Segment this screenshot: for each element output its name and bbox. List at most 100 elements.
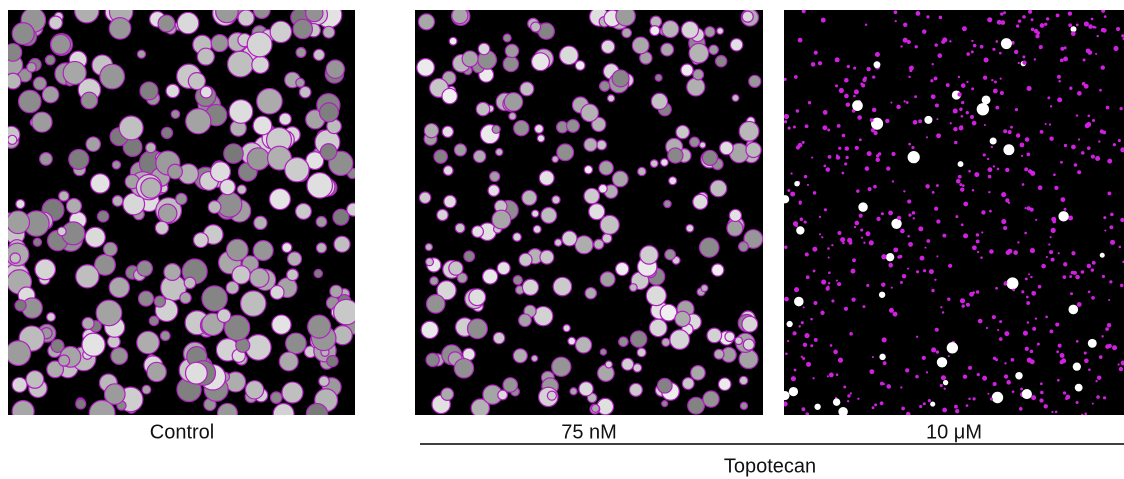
cell [995,286,998,290]
cell [1026,321,1030,324]
cell [253,215,268,231]
cell [532,224,542,234]
cell [448,260,464,276]
cell [790,376,796,382]
cell [1063,207,1067,211]
cell [588,203,606,221]
cell [992,165,996,168]
cell [925,184,930,189]
cell [860,228,864,232]
cell [1021,290,1025,294]
cell [998,337,1003,341]
cell [80,91,99,110]
cell [784,296,789,302]
cell [876,216,881,222]
cell [867,187,872,192]
cell [872,75,876,79]
cell [959,107,963,111]
cell [1014,108,1019,112]
cell [849,392,852,395]
cell [201,285,228,312]
cell [68,148,90,171]
cell [797,37,803,43]
cell [471,225,485,238]
cell [835,373,839,376]
cell [491,209,512,230]
cell [702,390,720,408]
cell [1022,55,1026,59]
cell [818,215,822,219]
cell [896,104,901,110]
cell [945,83,950,88]
cell [661,337,671,347]
cell [716,27,725,35]
cell [1019,142,1025,148]
cell [803,174,808,179]
cell [680,63,694,77]
cell [216,308,232,324]
cell [785,352,788,356]
cell [62,60,87,86]
cell [1001,219,1007,225]
cell [871,406,875,410]
cell [1070,292,1073,296]
cell [881,254,887,260]
cell [632,363,643,373]
cell [654,73,663,82]
cell [825,167,831,172]
cell [1003,11,1006,15]
cell [905,101,909,104]
cell [551,195,561,205]
cell [1053,173,1056,177]
cell [1021,389,1032,400]
cell [160,126,174,140]
cell [864,166,870,171]
cell [794,296,804,307]
cell [692,193,709,210]
cell [441,87,458,105]
cell [1119,107,1123,111]
cell [601,232,613,244]
cell [137,290,155,307]
cell [346,202,355,217]
cell [148,315,160,327]
cell [456,272,468,284]
cell [980,256,983,259]
cell [1039,129,1044,134]
cell [936,133,942,139]
cell [738,375,749,386]
cell [8,134,18,145]
cell [48,15,63,31]
cell [313,268,323,279]
cell [1040,390,1044,395]
cell [1057,97,1063,103]
cell [871,117,884,130]
cell [108,276,130,299]
cell [961,26,967,32]
cell [286,268,299,282]
cell [561,230,578,247]
cell [111,195,124,207]
cell [934,43,938,47]
cell [614,261,630,277]
cell [971,120,977,126]
cell [1006,380,1011,385]
cell [305,151,325,171]
cell [558,45,579,66]
cell [1056,378,1060,382]
cell [853,94,856,98]
cell [742,338,755,351]
cell [835,279,839,282]
cell [829,344,833,347]
cell [784,113,790,120]
cell [1117,139,1121,143]
cell [1037,284,1042,289]
cell [1118,366,1124,372]
cell [225,280,240,295]
cell [862,305,866,309]
cell [972,397,976,401]
cell [1099,88,1102,92]
cell [999,320,1003,324]
cell [814,403,821,410]
cell [470,398,491,415]
